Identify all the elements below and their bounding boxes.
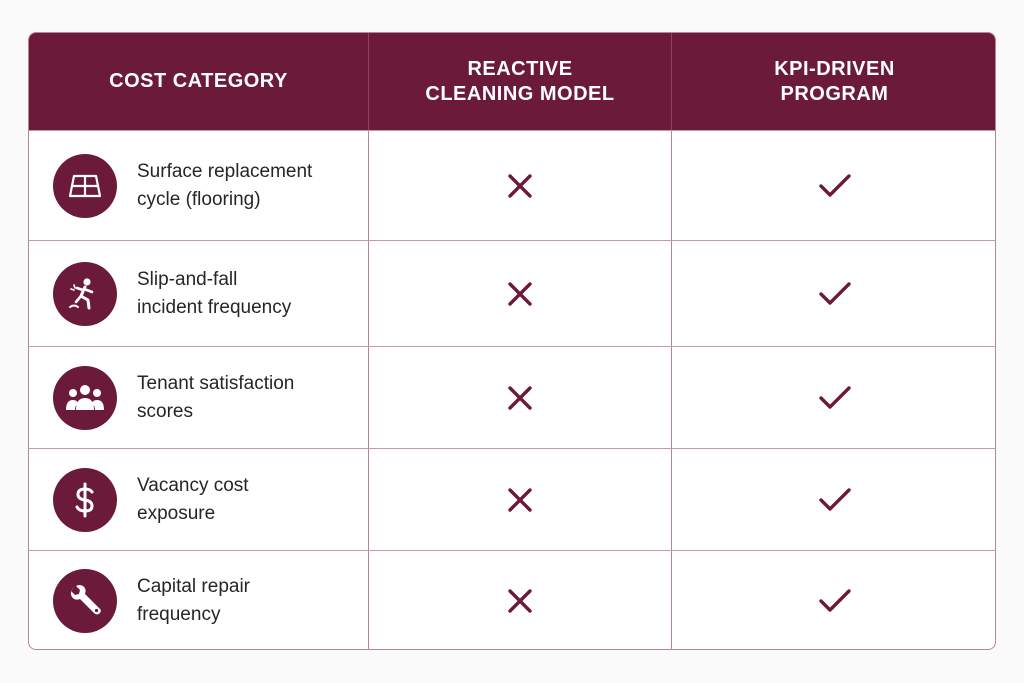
category-label: Slip-and-fall incident frequency [137,268,292,318]
flooring-tiles-icon [53,153,117,218]
check-mark-icon [671,241,995,346]
x-mark-icon [368,449,671,550]
header-cell-cost-category: COST CATEGORY [29,33,368,130]
slip-fall-icon [53,261,117,326]
check-mark-icon [671,551,995,649]
table-row: Surface replacement cycle (flooring) [29,130,995,240]
header-reactive-cleaning-model: REACTIVE CLEANING MODEL [425,57,615,105]
category-cell: Slip-and-fall incident frequency [29,241,368,346]
table-row: Tenant satisfaction scores [29,346,995,448]
header-cell-kpi: KPI-DRIVEN PROGRAM [671,33,995,130]
category-label: Vacancy cost exposure [137,474,249,524]
category-label: Capital repair frequency [137,576,250,625]
table-row: Slip-and-fall incident frequency [29,240,995,346]
category-cell: Tenant satisfaction scores [29,347,368,448]
header-kpi-driven-program: KPI-DRIVEN PROGRAM [774,57,895,105]
wrench-icon [53,569,117,633]
category-cell: Capital repair frequency [29,551,368,649]
header-cell-reactive: REACTIVE CLEANING MODEL [368,33,671,130]
comparison-table: COST CATEGORY REACTIVE CLEANING MODEL KP… [28,32,996,650]
dollar-sign-icon [53,467,117,532]
check-mark-icon [671,449,995,550]
table-row: Capital repair frequency [29,550,995,649]
check-mark-icon [671,347,995,448]
category-label: Surface replacement cycle (flooring) [137,160,313,210]
category-cell: Surface replacement cycle (flooring) [29,131,368,240]
x-mark-icon [368,241,671,346]
check-mark-icon [671,131,995,240]
header-cost-category: COST CATEGORY [109,70,288,92]
x-mark-icon [368,551,671,649]
table-row: Vacancy cost exposure [29,448,995,550]
category-label: Tenant satisfaction scores [137,372,295,422]
people-group-icon [53,365,117,430]
table-header: COST CATEGORY REACTIVE CLEANING MODEL KP… [29,33,995,130]
category-cell: Vacancy cost exposure [29,449,368,550]
x-mark-icon [368,131,671,240]
x-mark-icon [368,347,671,448]
